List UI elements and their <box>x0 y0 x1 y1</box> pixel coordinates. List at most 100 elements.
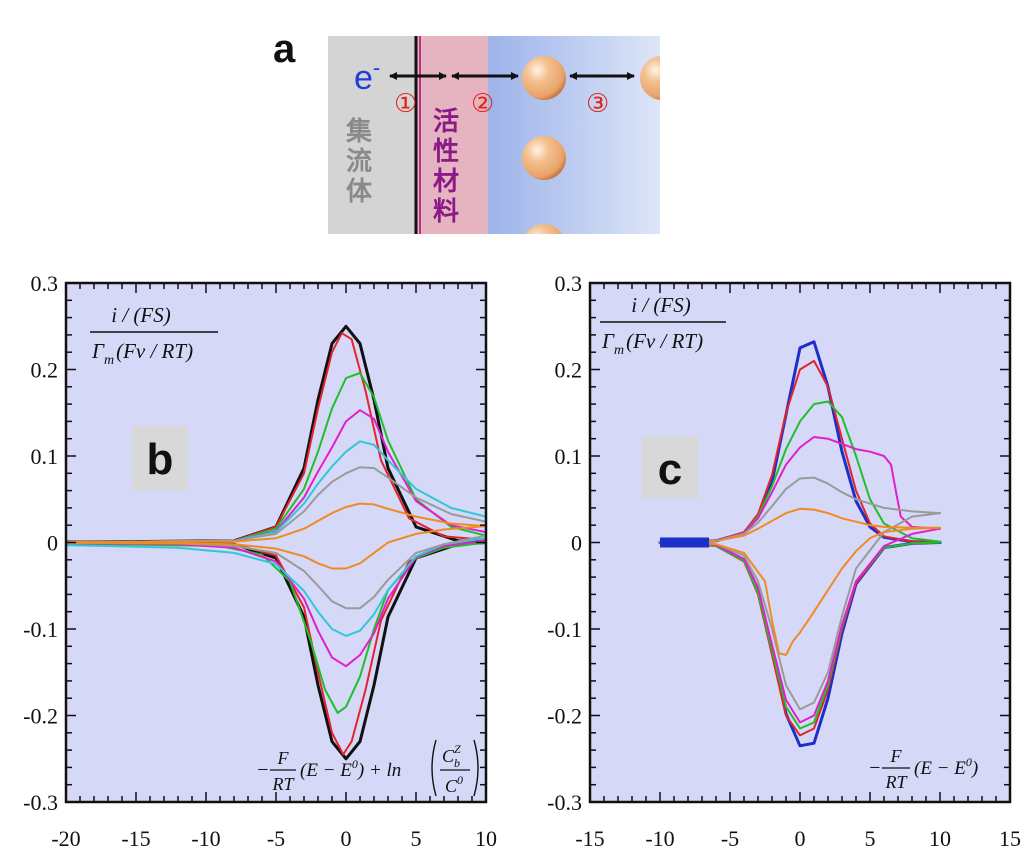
current-collector-region <box>328 36 416 234</box>
cv-start-segment-c <box>660 537 709 548</box>
cv-curve-c-5-oxidation <box>659 476 941 544</box>
x-tick-label: 10 <box>475 826 497 851</box>
panel-b-label: b <box>147 435 174 484</box>
collector-char: 集 <box>345 116 373 147</box>
y-tick-label: 0.3 <box>555 271 583 296</box>
cv-curve-c-5-reduction <box>659 512 941 711</box>
y-tick-label: 0.2 <box>31 358 59 383</box>
xlabel-b-f: F <box>277 748 290 768</box>
collector-char: 体 <box>346 177 373 207</box>
x-tick-label: 5 <box>865 826 876 851</box>
tick-labels-c: -15 -10 -5 0 5 10 15 0.3 0.2 0.1 0 -0.1 -0.2 -0.3 <box>547 271 1021 851</box>
x-tick-label: 10 <box>929 826 951 851</box>
x-tick-label: 15 <box>999 826 1021 851</box>
xlabel-c-minus: − <box>868 757 882 779</box>
marker-1: ① <box>394 89 417 119</box>
cv-curve-b-5-oxidation <box>66 440 486 544</box>
x-tick-label: -20 <box>51 826 80 851</box>
xlabel-b: − F RT (E − E0) + ln CbZ C0 <box>256 739 479 797</box>
cv-curve-b-4-reduction <box>66 539 486 668</box>
y-tick-label: 0.1 <box>31 444 59 469</box>
y-tick-label: 0.3 <box>31 271 59 296</box>
ion-particle-1 <box>522 56 566 100</box>
ylabel-c-denominator: Γm(Fv / RT) <box>601 329 703 358</box>
plot-area-c <box>590 283 1010 802</box>
panel-b-chart: -20 -15 -10 -5 0 5 100.30.20.10-0.1-0.2-0.3 b … <box>23 271 497 851</box>
active-char: 活 <box>433 107 459 137</box>
series-group-b <box>66 324 486 761</box>
x-tick-label: -10 <box>191 826 220 851</box>
y-tick-label: 0.1 <box>555 444 583 469</box>
xlabel-b-cb: CbZ <box>442 742 461 770</box>
xlabel-b-paren-left <box>431 739 437 797</box>
y-tick-label: -0.2 <box>547 704 582 729</box>
xlabel-b-minus: − <box>256 759 270 781</box>
panel-c-label-box <box>642 436 698 498</box>
panel-a-schematic: a e- ① ② ③ 集 流 体 活 性 材 料 <box>273 27 660 234</box>
collector-char: 流 <box>346 147 372 177</box>
cv-curve-b-7-oxidation <box>66 502 486 544</box>
x-tick-label: 0 <box>341 826 352 851</box>
x-tick-label: -10 <box>645 826 674 851</box>
active-char: 料 <box>433 197 459 227</box>
x-tick-label: -15 <box>575 826 604 851</box>
y-tick-label: -0.2 <box>23 704 58 729</box>
panel-b-label-box <box>132 426 188 490</box>
marker-2: ② <box>471 89 494 119</box>
cv-curve-b-7-reduction <box>66 525 486 570</box>
x-tick-label: -5 <box>721 826 739 851</box>
ylabel-b-numerator: i / (FS) <box>111 303 171 327</box>
ion-particle-4 <box>640 56 660 100</box>
cv-curve-b-6-oxidation <box>66 466 486 544</box>
y-tick-label: 0.2 <box>555 358 583 383</box>
cv-curve-b-5-reduction <box>66 537 486 637</box>
y-tick-label: -0.3 <box>23 790 58 815</box>
xlabel-c-rt: RT <box>884 772 908 792</box>
plot-frame-b <box>64 281 488 804</box>
y-tick-label: -0.3 <box>547 790 582 815</box>
active-material-label: 活 性 材 料 <box>433 107 459 227</box>
xlabel-b-expr: (E − E0) + ln <box>300 757 401 781</box>
y-tick-label: -0.1 <box>23 617 58 642</box>
cv-curve-c-6-reduction <box>659 526 941 656</box>
marker-3: ③ <box>586 89 609 119</box>
plot-frame-c <box>588 281 1012 804</box>
xlabel-b-c0: C0 <box>445 773 463 796</box>
xlabel-b-rt: RT <box>271 774 295 794</box>
cv-curve-c-4-oxidation <box>659 436 941 544</box>
ticks-c <box>589 282 1011 803</box>
xlabel-c-expr: (E − E0) <box>914 755 978 779</box>
y-tick-label: -0.1 <box>547 617 582 642</box>
ylabel-c: i / (FS) Γm(Fv / RT) <box>600 293 726 358</box>
panel-c-chart: -15 -10 -5 0 5 10 15 0.3 0.2 0.1 0 -0.1 -0.2 -0.3 c i… <box>547 271 1021 851</box>
ion-particle-2 <box>522 136 566 180</box>
ylabel-b: i / (FS) Γm(Fv / RT) <box>90 303 218 368</box>
cv-curve-b-6-reduction <box>66 534 486 610</box>
collector-label: 集 流 体 <box>345 116 373 207</box>
x-tick-label: 5 <box>411 826 422 851</box>
x-tick-label: 0 <box>795 826 806 851</box>
x-tick-label: -15 <box>121 826 150 851</box>
electrolyte-region <box>488 36 660 234</box>
panel-a-label: a <box>273 27 296 71</box>
xlabel-c: − F RT (E − E0) <box>868 746 978 792</box>
active-char: 材 <box>433 167 459 197</box>
cv-curve-b-2-reduction <box>66 541 486 756</box>
series-group-c <box>658 340 942 748</box>
cv-curve-b-2-oxidation <box>66 332 486 544</box>
ylabel-b-denominator: Γm(Fv / RT) <box>91 339 193 368</box>
y-tick-label: 0 <box>571 531 582 556</box>
xlabel-c-f: F <box>890 746 903 766</box>
ion-particle-3 <box>525 224 563 234</box>
cv-curve-c-6-oxidation <box>659 507 941 544</box>
active-char: 性 <box>433 137 459 167</box>
cv-curve-c-4-reduction <box>659 527 941 724</box>
xlabel-b-paren-right <box>473 739 479 797</box>
y-tick-label: 0 <box>47 531 58 556</box>
electron-label: e- <box>354 55 380 97</box>
ylabel-c-numerator: i / (FS) <box>631 293 691 317</box>
active-material-region <box>416 36 488 234</box>
panel-c-label: c <box>658 445 682 494</box>
x-tick-label: -5 <box>267 826 285 851</box>
